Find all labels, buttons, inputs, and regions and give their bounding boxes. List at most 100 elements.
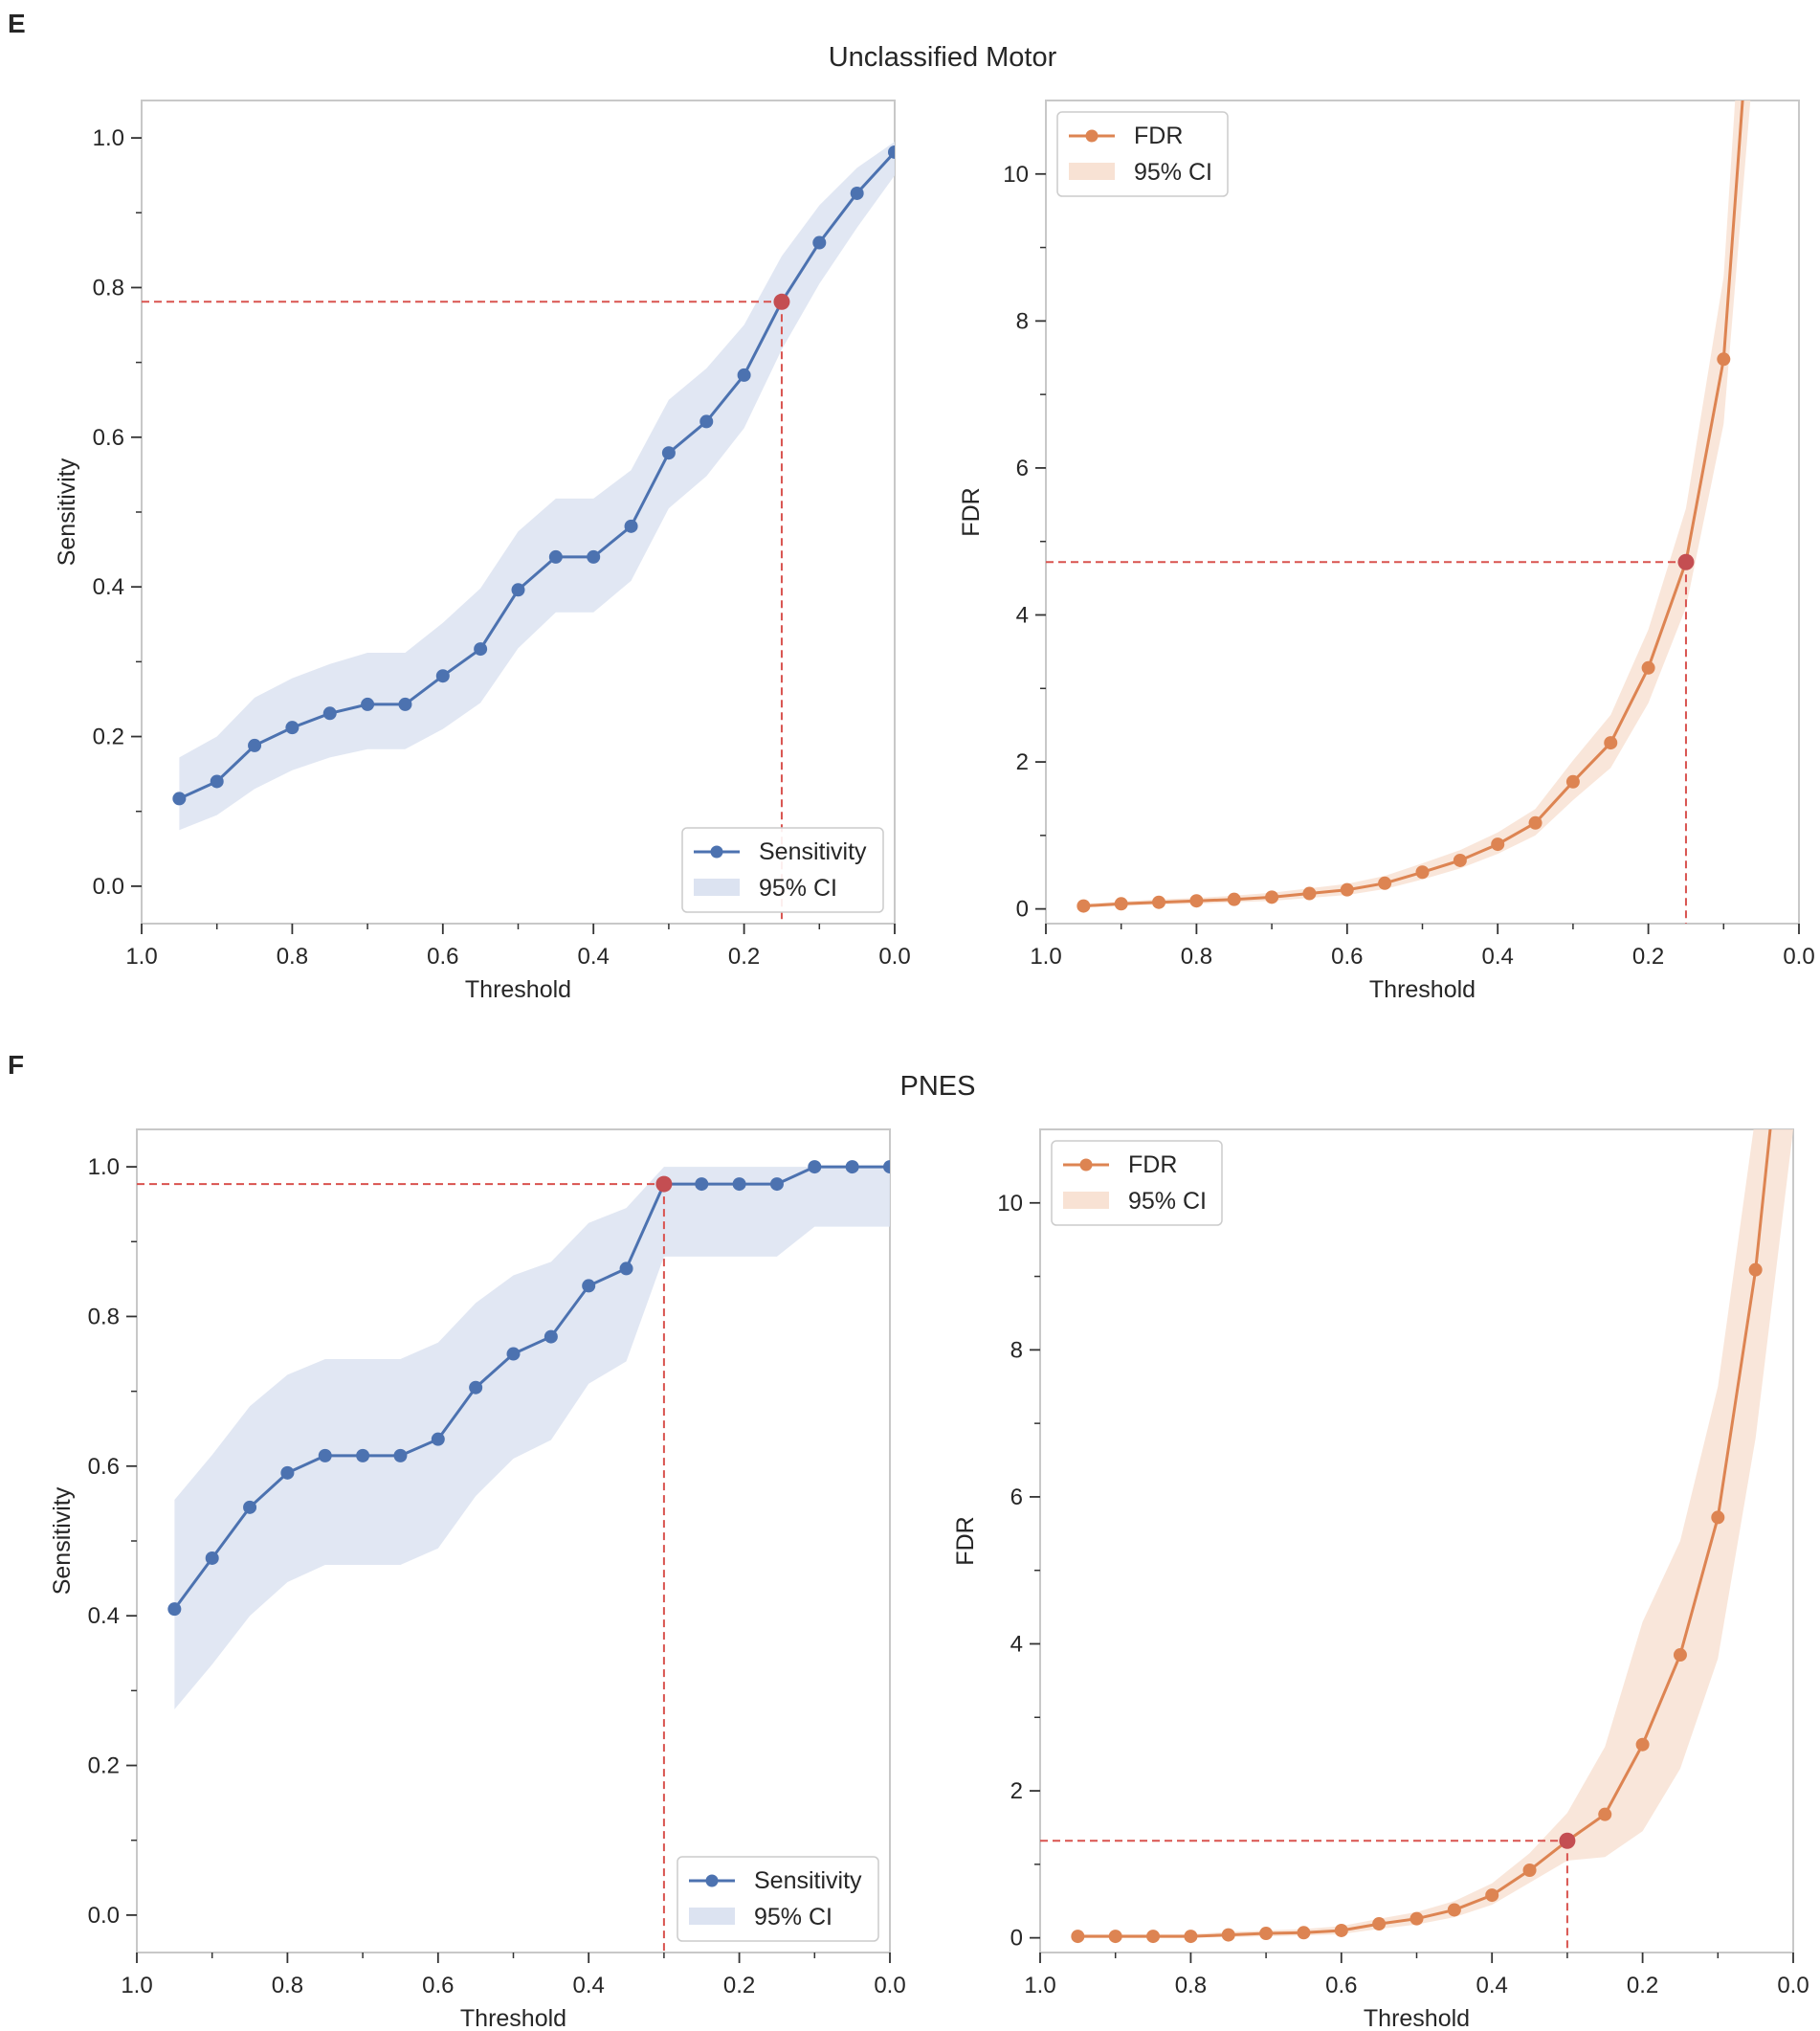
data-point — [1378, 876, 1392, 890]
data-point — [1787, 903, 1800, 916]
data-point — [1598, 1807, 1612, 1821]
legend-line-label: Sensitivity — [759, 838, 867, 865]
legend-ci-label: 95% CI — [1128, 1188, 1207, 1215]
data-point — [883, 1160, 890, 1174]
data-point — [808, 1160, 822, 1174]
legend: FDR 95% CI — [1051, 1140, 1223, 1226]
data-point — [1491, 837, 1505, 852]
data-point — [1146, 1930, 1161, 1944]
y-axis-label: Sensitivity — [49, 1486, 76, 1595]
data-point — [435, 669, 450, 683]
data-point — [474, 642, 488, 657]
chart-e-fdr: 1.0 0.8 0.6 0.4 0.2 0.00246810ThresholdFDRFDR… — [958, 100, 1815, 1003]
data-point — [318, 1448, 332, 1462]
legend-marker-swatch — [705, 1874, 719, 1887]
data-point — [695, 1177, 709, 1192]
ci-band — [179, 142, 895, 831]
data-point — [1227, 892, 1241, 906]
data-point — [1114, 897, 1128, 911]
data-point — [737, 368, 751, 382]
series-line — [1077, 1129, 1772, 1938]
x-axis-label: Threshold — [465, 976, 571, 1003]
data-point — [1528, 815, 1543, 830]
legend-marker-swatch — [710, 845, 723, 859]
x-tick-label: 0.8 — [277, 944, 308, 970]
data-point — [1340, 882, 1354, 897]
y-tick-label: 0.4 — [88, 1603, 120, 1629]
x-tick-label: 0.0 — [878, 944, 910, 970]
panel-letter-e: E — [8, 9, 26, 38]
data-point — [1108, 1930, 1122, 1944]
legend-marker-swatch — [1085, 129, 1099, 143]
x-tick-label: 0.6 — [422, 1973, 454, 1998]
legend: Sensitivity 95% CI — [681, 827, 884, 913]
y-tick-label: 0.6 — [93, 425, 124, 451]
data-point — [1071, 1930, 1085, 1944]
chart-f-fdr: 1.0 0.8 0.6 0.4 0.2 0.00246810ThresholdFDRFDR… — [952, 903, 1809, 2031]
y-tick-label: 0 — [1010, 1926, 1023, 1952]
panel-title-e: Unclassified Motor — [829, 42, 1057, 73]
data-point — [167, 1602, 182, 1617]
y-tick-label: 0.0 — [93, 874, 124, 900]
data-point — [587, 549, 601, 564]
data-point — [356, 1448, 370, 1462]
legend-ci-swatch — [689, 1908, 735, 1925]
legend-line-label: Sensitivity — [754, 1867, 862, 1894]
data-point — [1635, 1737, 1650, 1752]
data-point — [280, 1465, 295, 1480]
threshold-marker — [1559, 1832, 1576, 1849]
data-point — [172, 792, 187, 806]
data-point — [661, 446, 676, 460]
ci-band — [1077, 1129, 1793, 1938]
x-tick-label: 0.4 — [1482, 944, 1514, 970]
data-point — [619, 1261, 633, 1276]
data-point — [1748, 1262, 1763, 1277]
x-tick-label: 0.8 — [1181, 944, 1212, 970]
x-tick-label: 1.0 — [1024, 1973, 1055, 1998]
data-point — [398, 697, 412, 711]
panel-letter-f: F — [8, 1050, 24, 1080]
data-point — [322, 706, 337, 721]
x-tick-label: 0.2 — [723, 1973, 755, 1998]
data-point — [431, 1432, 445, 1446]
data-point — [1189, 894, 1204, 908]
y-tick-label: 2 — [1016, 749, 1029, 775]
x-tick-label: 0.2 — [728, 944, 760, 970]
data-point — [1711, 1510, 1725, 1525]
y-tick-label: 4 — [1010, 1632, 1023, 1658]
data-point — [850, 186, 864, 200]
data-point — [361, 697, 375, 711]
plot-area — [142, 142, 895, 924]
y-tick-label: 2 — [1010, 1778, 1023, 1804]
data-point — [845, 1160, 859, 1174]
data-point — [1522, 1864, 1537, 1877]
x-axis-label: Threshold — [1369, 976, 1476, 1003]
x-tick-label: 0.2 — [1632, 944, 1664, 970]
data-point — [1415, 865, 1430, 880]
x-tick-label: 0.0 — [1777, 1973, 1809, 1998]
data-point — [1565, 774, 1580, 789]
data-point — [624, 519, 638, 533]
legend-ci-swatch — [1069, 163, 1115, 180]
data-point — [1259, 1927, 1274, 1941]
y-tick-label: 0.8 — [93, 275, 124, 301]
threshold-marker — [773, 293, 790, 310]
legend-line-label: FDR — [1134, 123, 1183, 149]
y-tick-label: 0.8 — [88, 1304, 120, 1329]
y-tick-label: 0 — [1016, 897, 1029, 923]
y-axis-label: FDR — [952, 1516, 979, 1565]
data-point — [812, 235, 827, 250]
y-axis-label: FDR — [958, 487, 985, 536]
data-point — [511, 583, 525, 597]
data-point — [1673, 1648, 1687, 1663]
data-point — [582, 1279, 596, 1293]
y-tick-label: 6 — [1010, 1484, 1023, 1510]
legend-ci-swatch — [694, 879, 740, 896]
x-tick-label: 0.4 — [573, 1973, 605, 1998]
y-axis-label: Sensitivity — [54, 458, 80, 566]
y-tick-label: 10 — [997, 1191, 1023, 1216]
data-point — [732, 1177, 746, 1192]
series-line — [178, 150, 895, 800]
data-point — [248, 738, 262, 752]
